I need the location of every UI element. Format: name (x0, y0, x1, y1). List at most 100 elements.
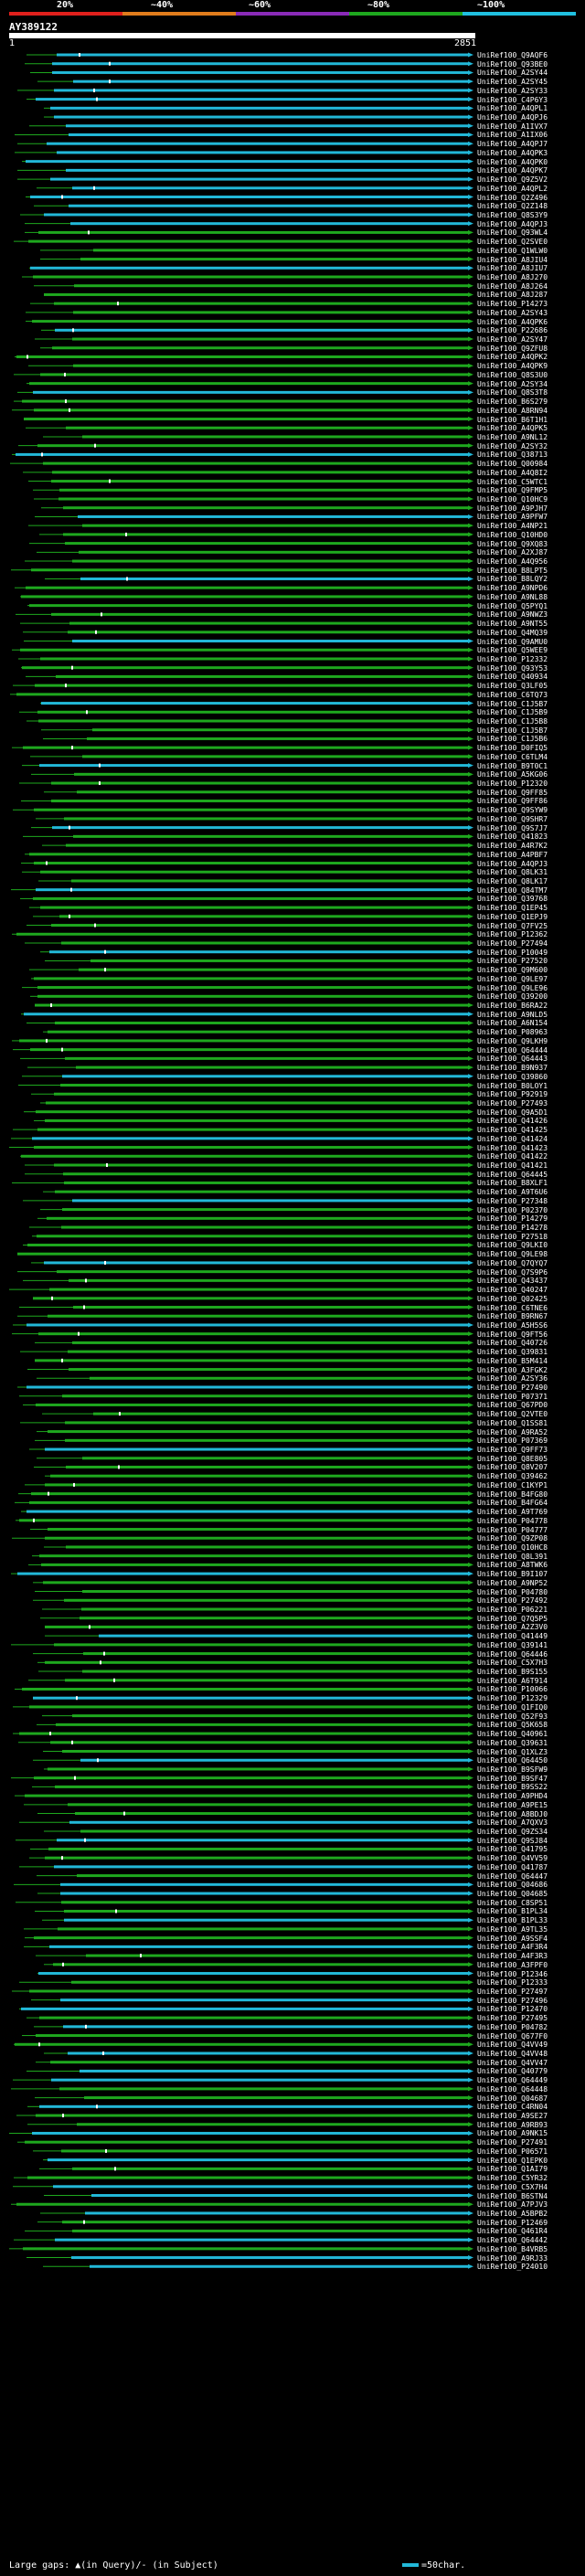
hit-name[interactable]: UniRef100_Q9LE97 (477, 974, 548, 983)
hit-name[interactable]: UniRef100_Q7QYQ7 (477, 1258, 548, 1267)
hit-name[interactable]: UniRef100_Q40726 (477, 1339, 548, 1348)
hit-name[interactable]: UniRef100_P27490 (477, 1383, 548, 1392)
hit-name[interactable]: UniRef100_P12470 (477, 2005, 548, 2014)
hit-name[interactable]: UniRef100_Q4VV47 (477, 2058, 548, 2067)
hit-name[interactable]: UniRef100_B4FG64 (477, 1499, 548, 1508)
hit-name[interactable]: UniRef100_P07369 (477, 1436, 548, 1446)
hit-name[interactable]: UniRef100_Q41449 (477, 1632, 548, 1641)
hit-name[interactable]: UniRef100_Q9FF73 (477, 1446, 548, 1455)
hit-name[interactable]: UniRef100_B1PL33 (477, 1916, 548, 1925)
hit-name[interactable]: UniRef100_Q10HC8 (477, 1542, 548, 1552)
hit-name[interactable]: UniRef100_P08963 (477, 1028, 548, 1037)
hit-name[interactable]: UniRef100_A9NPD6 (477, 584, 548, 593)
hit-name[interactable]: UniRef100_Q38713 (477, 451, 548, 460)
hit-name[interactable]: UniRef100_A8JIU4 (477, 255, 548, 264)
hit-name[interactable]: UniRef100_B9SF47 (477, 1774, 548, 1783)
hit-name[interactable]: UniRef100_A4Q8I2 (477, 468, 548, 477)
hit-name[interactable]: UniRef100_P92919 (477, 1090, 548, 1099)
hit-name[interactable]: UniRef100_A9SE27 (477, 2112, 548, 2121)
hit-name[interactable]: UniRef100_P24010 (477, 2263, 548, 2272)
hit-name[interactable]: UniRef100_Q1EPJ9 (477, 912, 548, 921)
hit-name[interactable]: UniRef100_P12332 (477, 654, 548, 663)
hit-name[interactable]: UniRef100_P10049 (477, 948, 548, 957)
hit-name[interactable]: UniRef100_Q40934 (477, 673, 548, 682)
hit-name[interactable]: UniRef100_Q1EPK0 (477, 2156, 548, 2165)
hit-name[interactable]: UniRef100_A9NL88 (477, 592, 548, 601)
hit-name[interactable]: UniRef100_B4VRB5 (477, 2244, 548, 2253)
hit-name[interactable]: UniRef100_Q39200 (477, 992, 548, 1002)
hit-name[interactable]: UniRef100_A1IVX7 (477, 122, 548, 131)
hit-name[interactable]: UniRef100_P07371 (477, 1392, 548, 1401)
hit-name[interactable]: UniRef100_Q93Y53 (477, 663, 548, 673)
hit-name[interactable]: UniRef100_C6TNE6 (477, 1303, 548, 1312)
hit-name[interactable]: UniRef100_B6S279 (477, 398, 548, 407)
hit-name[interactable]: UniRef100_Q39831 (477, 1348, 548, 1357)
hit-name[interactable]: UniRef100_Q02425 (477, 1294, 548, 1303)
hit-name[interactable]: UniRef100_A2SY45 (477, 78, 548, 87)
hit-name[interactable]: UniRef100_P14273 (477, 300, 548, 309)
hit-name[interactable]: UniRef100_B8LPT5 (477, 566, 548, 575)
hit-name[interactable]: UniRef100_Q10HD0 (477, 530, 548, 539)
hit-name[interactable]: UniRef100_A4QPK0 (477, 157, 548, 166)
hit-name[interactable]: UniRef100_Q40961 (477, 1730, 548, 1739)
hit-name[interactable]: UniRef100_A8J270 (477, 273, 548, 281)
hit-name[interactable]: UniRef100_A4QPK2 (477, 353, 548, 362)
hit-name[interactable]: UniRef100_A8J264 (477, 281, 548, 291)
hit-name[interactable]: UniRef100_Q39462 (477, 1472, 548, 1481)
hit-name[interactable]: UniRef100_P14278 (477, 1224, 548, 1233)
hit-name[interactable]: UniRef100_Q9AMU0 (477, 637, 548, 646)
hit-name[interactable]: UniRef100_B8XLF1 (477, 1179, 548, 1188)
hit-name[interactable]: UniRef100_B6RA22 (477, 1002, 548, 1011)
hit-name[interactable]: UniRef100_A5KG06 (477, 770, 548, 779)
hit-name[interactable]: UniRef100_C5X7H4 (477, 2182, 548, 2191)
hit-name[interactable]: UniRef100_Q8S3Y9 (477, 210, 548, 219)
hit-name[interactable]: UniRef100_C5YR32 (477, 2174, 548, 2183)
hit-name[interactable]: UniRef100_B9S155 (477, 1668, 548, 1677)
hit-name[interactable]: UniRef100_C1J5B7 (477, 726, 548, 735)
hit-name[interactable]: UniRef100_P06221 (477, 1606, 548, 1614)
hit-name[interactable]: UniRef100_P12362 (477, 930, 548, 939)
hit-name[interactable]: UniRef100_A9SSF4 (477, 1934, 548, 1943)
hit-name[interactable]: UniRef100_P14279 (477, 1214, 548, 1224)
hit-name[interactable]: UniRef100_Q41426 (477, 1117, 548, 1126)
hit-name[interactable]: UniRef100_P27493 (477, 1098, 548, 1108)
hit-name[interactable]: UniRef100_Q8S3U0 (477, 370, 548, 379)
hit-name[interactable]: UniRef100_Q64447 (477, 1871, 548, 1881)
hit-name[interactable]: UniRef100_A1IX06 (477, 131, 548, 140)
hit-name[interactable]: UniRef100_B9SFW9 (477, 1765, 548, 1774)
hit-name[interactable]: UniRef100_Q8V207 (477, 1463, 548, 1472)
hit-name[interactable]: UniRef100_Q39860 (477, 1072, 548, 1081)
hit-name[interactable]: UniRef100_Q64450 (477, 1756, 548, 1765)
hit-name[interactable]: UniRef100_A2SY32 (477, 441, 548, 451)
hit-name[interactable]: UniRef100_P27348 (477, 1196, 548, 1205)
hit-name[interactable]: UniRef100_Q461R4 (477, 2227, 548, 2236)
hit-name[interactable]: UniRef100_Q64444 (477, 1045, 548, 1055)
hit-name[interactable]: UniRef100_Q43437 (477, 1277, 548, 1286)
hit-name[interactable]: UniRef100_Q93BE0 (477, 59, 548, 69)
hit-name[interactable]: UniRef100_Q1FIQ0 (477, 1702, 548, 1712)
hit-name[interactable]: UniRef100_Q4VV59 (477, 1854, 548, 1863)
hit-name[interactable]: UniRef100_P12329 (477, 1694, 548, 1703)
hit-name[interactable]: UniRef100_B9I107 (477, 1570, 548, 1579)
hit-name[interactable]: UniRef100_P04778 (477, 1516, 548, 1525)
hit-name[interactable]: UniRef100_A4NP21 (477, 522, 548, 531)
hit-name[interactable]: UniRef100_A8RN94 (477, 406, 548, 415)
hit-name[interactable]: UniRef100_P27495 (477, 2014, 548, 2023)
hit-name[interactable]: UniRef100_Q84TM7 (477, 885, 548, 895)
hit-name[interactable]: UniRef100_Q9FT56 (477, 1330, 548, 1339)
hit-name[interactable]: UniRef100_A9T769 (477, 1508, 548, 1517)
hit-name[interactable]: UniRef100_C1J5B6 (477, 735, 548, 744)
hit-name[interactable]: UniRef100_P12320 (477, 779, 548, 789)
hit-name[interactable]: UniRef100_P02370 (477, 1205, 548, 1214)
hit-name[interactable]: UniRef100_P27491 (477, 2138, 548, 2147)
hit-name[interactable]: UniRef100_C5WTC1 (477, 477, 548, 486)
hit-name[interactable]: UniRef100_A4QPK5 (477, 424, 548, 433)
hit-name[interactable]: UniRef100_A2SY43 (477, 308, 548, 317)
hit-name[interactable]: UniRef100_A4QPK7 (477, 166, 548, 175)
hit-name[interactable]: UniRef100_A9T6U6 (477, 1188, 548, 1197)
hit-name[interactable]: UniRef100_P04780 (477, 1587, 548, 1596)
hit-name[interactable]: UniRef100_Q41795 (477, 1845, 548, 1854)
hit-name[interactable]: UniRef100_A4Q956 (477, 557, 548, 567)
hit-name[interactable]: UniRef100_P27497 (477, 1987, 548, 1996)
hit-name[interactable]: UniRef100_Q41423 (477, 1143, 548, 1152)
